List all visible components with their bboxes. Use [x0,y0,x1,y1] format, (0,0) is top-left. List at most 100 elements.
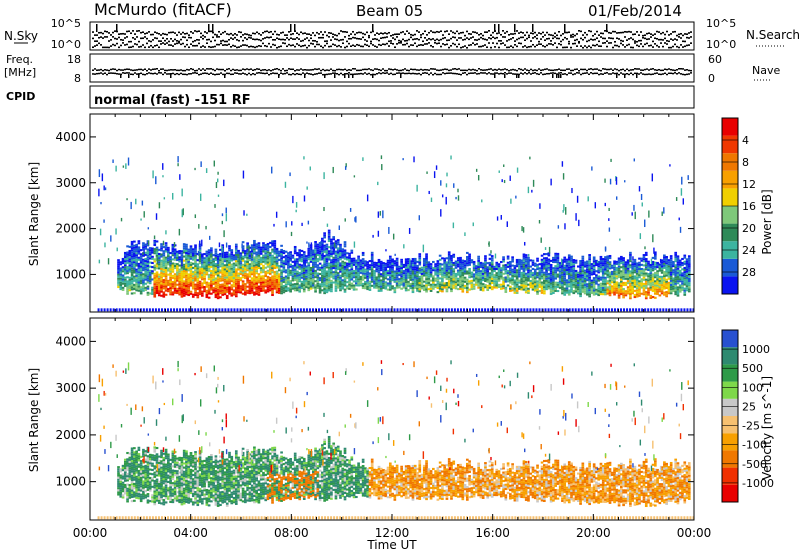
nave-dot [464,72,466,74]
nsky-dot [636,31,638,33]
power-cell [303,288,306,290]
nsky-dot [506,31,508,33]
power-cell [262,269,265,271]
nave-dot [656,72,658,74]
nsky-dot [240,36,242,38]
freq-dot [360,69,362,71]
power-cell [468,254,471,256]
power-cell [194,244,197,246]
power-cell [271,255,274,257]
nave-dot [328,73,330,75]
nsky-dot [224,41,226,43]
nsky-dot [598,40,600,42]
power-cell [527,292,530,294]
freq-dot [382,68,384,70]
freq-dot [602,68,604,70]
nave-dot [214,74,216,76]
nsky-dot [648,38,650,40]
nsky-dot [648,32,650,34]
power-cell [439,255,442,257]
nsky-dot [518,38,520,40]
nave-dot [210,72,212,74]
nave-dot [356,73,358,75]
power-cell [394,289,397,291]
nave-dot [198,74,200,76]
nave-dot [436,74,438,76]
power-cell [425,255,428,257]
freq-dot [244,69,246,71]
nsky-dot [416,38,418,40]
nsky-dot [522,32,524,34]
nsky-dot [508,47,510,49]
freq-dot [364,69,366,71]
freq-dot [496,69,498,71]
nsky-dot [586,47,588,49]
freq-dot [642,69,644,71]
nsky-dot [366,32,368,34]
nsky-dot [442,38,444,40]
nave-dot [550,72,552,74]
nave-spike [120,74,122,78]
nave-dot [248,73,250,75]
nsky-dot [354,34,356,36]
power-cell [353,258,356,260]
power-cell [543,292,546,294]
nave-dot [308,73,310,75]
nsky-dot [294,38,296,40]
power-cell [332,238,335,240]
nsky-dot [618,46,620,48]
freq-dot [502,69,504,71]
nsky-dot [596,31,598,33]
freq-dot [412,69,414,71]
nave-dot [176,73,178,75]
nsky-dot [312,40,314,42]
nsky-dot [516,30,518,32]
nsky-dot [468,33,470,35]
power-cell [427,282,430,284]
freq-dot [284,70,286,72]
freq-dot [478,68,480,70]
nave-dot [490,73,492,75]
nsky-dot [96,40,98,42]
nave-dot [202,73,204,75]
nsky-dot [580,31,582,33]
power-cell [230,249,233,251]
nsky-dot [636,45,638,47]
freq-dot [568,68,570,70]
freq-dot [466,70,468,72]
nsky-dot [272,39,274,41]
freq-dot [622,69,624,71]
nave-dot [204,72,206,74]
freq-dot [498,68,500,70]
nsky-dot [658,39,660,41]
nsky-dot [210,46,212,48]
nsky-dot [402,39,404,41]
nsky-dot [320,31,322,33]
nsky-dot [292,44,294,46]
nave-dot [218,73,220,75]
nsky-dot [258,33,260,35]
nsky-dot [640,43,642,45]
power-cell [258,292,261,294]
power-cell [407,289,410,291]
power-cell [319,292,322,294]
nsky-dot [98,42,100,44]
nsky-tick-top: 10^5 [51,17,81,30]
nsky-dot [394,34,396,36]
nsky-dot [106,36,108,38]
freq-dot [452,68,454,70]
power-cell [452,256,455,258]
power-cell [190,245,193,247]
nsky-dot [382,37,384,39]
nsky-dot [268,37,270,39]
power-cell [511,260,514,262]
power-cell [473,288,476,290]
nsky-dot [408,32,410,34]
nsky-dot [298,34,300,36]
freq-dot [476,70,478,72]
nsky-dot [650,45,652,47]
nsky-dot [212,36,214,38]
nsky-dot [686,33,688,35]
nsky-dot [132,37,134,39]
freq-dot [656,69,658,71]
